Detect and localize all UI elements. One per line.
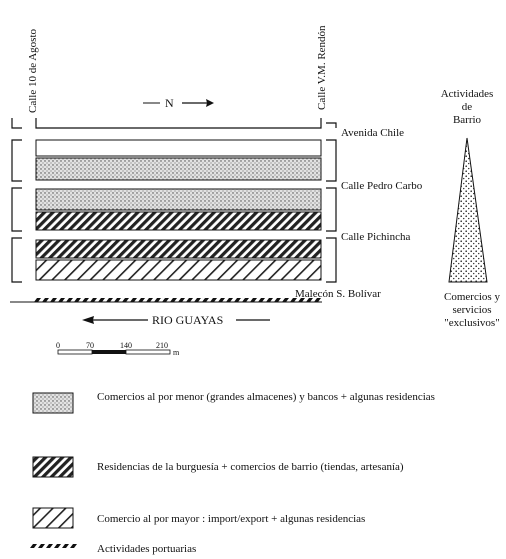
- street-label-10-agosto: Calle 10 de Agosto: [27, 28, 39, 113]
- gradient-top-line-1: Actividades: [441, 88, 494, 100]
- street-label-rendon: Calle V.M. Rendón: [316, 25, 328, 110]
- port-activities-band: [10, 298, 322, 302]
- scale-tick-70: 70: [86, 341, 94, 350]
- port-dash: [82, 298, 89, 302]
- port-dash: [162, 298, 169, 302]
- port-dash: [38, 544, 45, 548]
- port-dash: [282, 298, 289, 302]
- scale-tick-140: 140: [120, 341, 132, 350]
- port-dash: [266, 298, 273, 302]
- port-dash: [70, 544, 77, 548]
- port-dash: [54, 544, 61, 548]
- port-dash: [46, 544, 53, 548]
- port-dash: [194, 298, 201, 302]
- port-dash: [138, 298, 145, 302]
- port-dash: [146, 298, 153, 302]
- port-dash: [98, 298, 105, 302]
- street-label-pedro-carbo: Calle Pedro Carbo: [341, 180, 423, 192]
- scale-bar: 0 70 140 210 m: [56, 341, 180, 357]
- port-dash: [234, 298, 241, 302]
- gradient-top-line-3: Barrio: [453, 114, 482, 126]
- port-dash: [170, 298, 177, 302]
- port-dash: [154, 298, 161, 302]
- port-dash: [30, 544, 37, 548]
- port-dash: [90, 298, 97, 302]
- scale-unit: m: [173, 348, 180, 357]
- legend-swatch-dots: [33, 393, 73, 413]
- legend-swatch-dashes: [30, 544, 77, 548]
- port-dash: [242, 298, 249, 302]
- port-dash: [186, 298, 193, 302]
- port-dash: [50, 298, 57, 302]
- scale-tick-210: 210: [156, 341, 168, 350]
- gradient-bottom-line-3: "exclusivos": [444, 317, 499, 329]
- port-dash: [258, 298, 265, 302]
- gradient-bottom-line-1: Comercios y: [444, 291, 500, 303]
- north-arrow: N: [143, 96, 214, 110]
- block-dense-1: [36, 212, 321, 230]
- port-dash: [218, 298, 225, 302]
- gradient-triangle: [449, 138, 487, 282]
- port-dash: [106, 298, 113, 302]
- street-label-avenida-chile: Avenida Chile: [341, 127, 404, 139]
- scale-tick-0: 0: [56, 341, 60, 350]
- legend-swatch-light-hatch: [33, 508, 73, 528]
- port-dash: [42, 298, 49, 302]
- port-dash: [114, 298, 121, 302]
- port-dash: [66, 298, 73, 302]
- legend-text-dots: Comercios al por menor (grandes almacene…: [97, 390, 457, 404]
- port-dash: [250, 298, 257, 302]
- port-dash: [74, 298, 81, 302]
- gradient-top-line-2: de: [462, 101, 473, 113]
- river-label: RIO GUAYAS: [152, 313, 223, 327]
- street-label-pichincha: Calle Pichincha: [341, 231, 410, 243]
- port-dash: [62, 544, 69, 548]
- port-dash: [226, 298, 233, 302]
- port-dash: [274, 298, 281, 302]
- block-dots-1: [36, 158, 321, 180]
- port-dash: [178, 298, 185, 302]
- block-dots-2: [36, 189, 321, 210]
- block-plain: [36, 140, 321, 156]
- block-light-hatch: [36, 260, 321, 280]
- legend-text-light-hatch: Comercio al por mayor : import/export + …: [97, 512, 487, 526]
- legend-text-dense-hatch: Residencias de la burguesía + comercios …: [97, 460, 487, 474]
- legend-text-dashes: Actividades portuarias: [97, 542, 297, 556]
- port-dash: [290, 298, 297, 302]
- legend-swatch-dense-hatch: [33, 457, 73, 477]
- activity-gradient: Actividades de Barrio Comercios y servic…: [441, 88, 501, 329]
- block-dense-2: [36, 240, 321, 258]
- port-dash: [130, 298, 137, 302]
- port-dash: [34, 298, 41, 302]
- port-dash: [210, 298, 217, 302]
- port-dash: [202, 298, 209, 302]
- north-label: N: [165, 96, 174, 110]
- port-dash: [58, 298, 65, 302]
- port-dash: [122, 298, 129, 302]
- gradient-bottom-line-2: servicios: [452, 304, 491, 316]
- street-label-malecon: Malecón S. Bolívar: [295, 288, 381, 300]
